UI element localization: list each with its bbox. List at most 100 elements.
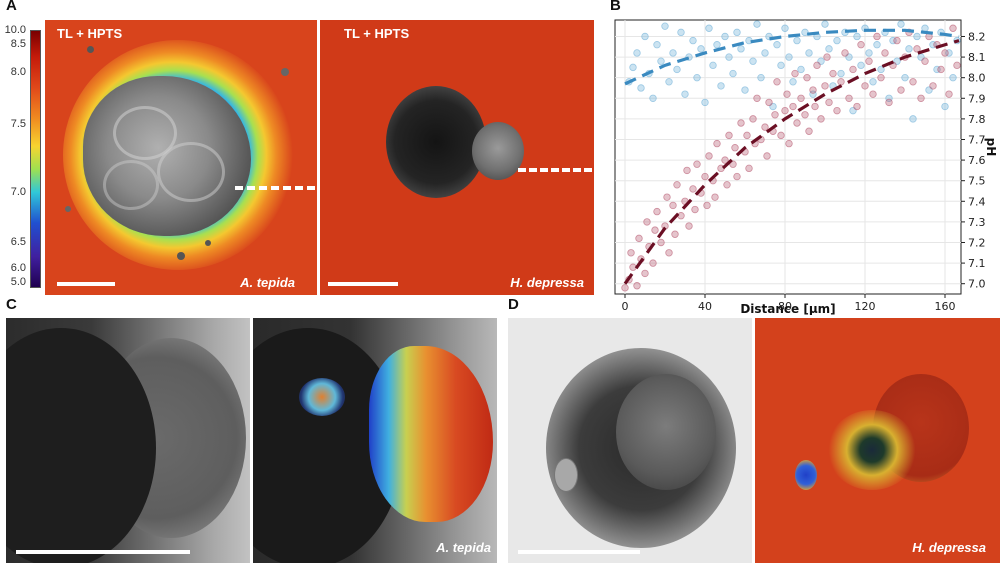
data-point-red [941,49,949,57]
foraminifer-chamber [472,122,524,180]
data-point-red [713,139,721,148]
data-point-red [723,181,731,189]
data-point-blue [697,45,705,53]
data-point-red [929,82,937,90]
data-point-red [725,131,733,140]
low-ph-spot [795,460,817,490]
y-axis-label: pH [984,138,998,157]
micrograph-c-hpts-overlay: A. tepida [253,318,497,563]
data-point-red [777,131,785,140]
data-point-blue [725,53,733,61]
data-point-blue [909,115,917,123]
colorbar-tick: 8.5 [10,38,26,50]
data-point-blue [837,69,845,78]
data-point-red [921,57,929,65]
data-point-red [909,78,917,86]
panel-label-b: B [610,0,621,14]
data-point-red [743,131,751,140]
data-point-red [813,61,821,70]
data-point-blue [821,20,829,28]
data-point-blue [825,45,833,53]
scale-bar [16,550,190,554]
plot-area [614,19,962,295]
data-point-red [671,230,679,238]
data-point-blue [905,45,913,53]
data-point-red [885,98,893,107]
data-point-blue [785,53,793,61]
y-tick-label: 7.9 [968,92,986,105]
data-point-blue [741,86,749,94]
data-point-red [823,53,831,61]
data-point-red [949,24,957,32]
data-point-red [691,205,699,214]
data-point-red [633,282,641,290]
data-point-red [663,193,671,201]
micrograph-d-hpts-overlay: H. depressa [755,318,1000,563]
data-point-blue [885,94,893,102]
panel-label-a: A [6,0,17,14]
data-point-blue [865,49,873,57]
colorbar-tick: 6.0 [10,262,26,274]
data-point-red [869,90,877,98]
data-point-red [621,284,629,292]
label-tl-hpts: TL + HPTS [344,26,410,41]
data-point-red [761,123,769,131]
panel-label-c: C [6,296,17,313]
data-point-blue [657,57,665,65]
data-point-red [857,41,865,49]
data-point-blue [877,65,885,74]
data-point-red [673,181,681,189]
foraminifer-chamber [616,374,716,490]
transect-line [518,168,592,172]
colorbar-tick: 6.5 [10,236,26,248]
data-point-red [649,259,657,267]
data-point-blue [933,65,941,74]
data-point-red [897,86,905,94]
data-point-blue [913,32,921,41]
transect-line [235,186,315,190]
species-label: H. depressa [510,275,584,290]
particle [177,252,185,260]
data-point-red [833,106,841,115]
data-point-red [683,166,691,175]
data-point-red [917,94,925,102]
data-point-red [643,218,651,226]
x-tick-label: 80 [778,300,792,313]
data-point-red [731,144,739,152]
data-point-blue [793,36,801,45]
data-point-blue [901,73,909,82]
data-point-red [773,78,781,86]
y-tick-label: 7.2 [968,236,986,249]
data-point-red [803,73,811,82]
panel-label-d: D [508,296,519,313]
data-point-blue [797,65,805,74]
data-point-red [877,73,885,82]
data-point-red [669,201,677,210]
scale-bar [518,550,640,554]
data-point-blue [689,36,697,45]
data-point-red [733,172,741,181]
data-point-red [789,102,797,111]
data-point-red [809,86,817,94]
ph-spot [299,378,345,416]
data-point-blue [869,78,877,86]
micrograph-d-transmitted-light [508,318,752,563]
data-point-red [841,49,849,57]
data-point-blue [629,63,637,72]
x-tick-label: 40 [698,300,712,313]
colorbar-tick: 8.0 [10,66,26,78]
data-point-blue [693,73,701,82]
data-point-blue [941,102,949,111]
data-point-blue [737,45,745,53]
foraminifer-shell [386,86,486,198]
y-tick-label: 8.1 [968,51,986,64]
data-point-red [791,69,799,78]
data-point-blue [949,73,957,82]
data-point-blue [757,73,765,82]
data-point-red [705,152,713,160]
species-label: A. tepida [240,275,295,290]
data-point-red [825,98,833,107]
particle [65,206,71,212]
fit-line-red [623,39,960,285]
data-point-red [753,94,761,102]
